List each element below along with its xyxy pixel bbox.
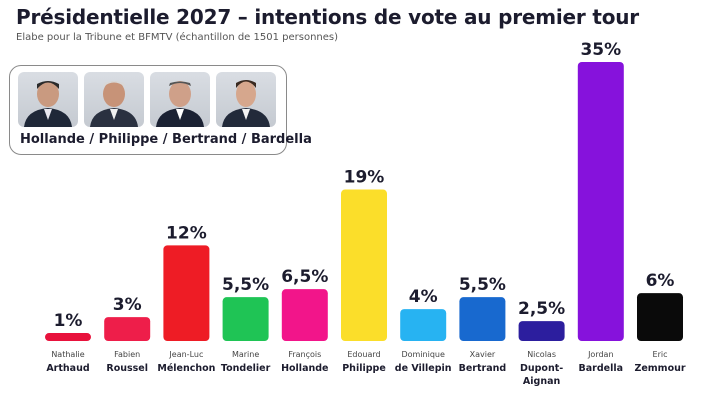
person-icon [222,80,270,127]
lastname-label-roussel: Roussel [106,363,148,374]
page-title: Présidentielle 2027 – intentions de vote… [16,5,639,29]
firstname-label-mlenchon: Jean-Luc [168,350,203,359]
candidate-photos [18,72,276,127]
photo-philippe [84,72,144,127]
value-label-devillepin: 4% [409,287,438,307]
candidates-label: Hollande / Philippe / Bertrand / Bardell… [20,132,312,147]
firstname-label-roussel: Fabien [114,350,140,359]
firstname-label-tondelier: Marine [232,350,259,359]
lastname-label-philippe: Philippe [342,363,386,374]
lastname-label-tondelier: Tondelier [221,363,271,374]
value-label-bardella: 35% [580,40,621,60]
value-label-philippe: 19% [344,168,385,188]
lastname-label-devillepin: de Villepin [395,363,452,374]
lastname-label-mlenchon: Mélenchon [157,363,215,374]
lastname-label-arthaud: Arthaud [46,363,89,374]
firstname-label-hollande: François [288,350,321,359]
firstname-label-bardella: Jordan [587,350,613,359]
firstname-label-arthaud: Nathalie [51,350,84,359]
bar-bardella [577,62,624,341]
poll-source: Elabe pour la Tribune et BFMTV (échantil… [16,32,339,43]
value-label-hollande: 6,5% [281,267,328,287]
bar-bertrand [459,297,506,341]
firstname-label-dupontaignan: Nicolas [527,350,556,359]
bar-philippe [341,189,387,341]
bar-mlenchon [163,245,210,341]
person-icon [90,81,138,127]
value-label-arthaud: 1% [54,311,83,331]
lastname-label-dupontaignan: Aignan [523,376,561,387]
firstname-label-bertrand: Xavier [470,350,496,359]
lastname-label-bertrand: Bertrand [459,363,507,374]
value-label-tondelier: 5,5% [222,275,269,295]
person-icon [24,81,72,127]
firstname-label-zemmour: Eric [653,350,668,359]
lastname-label-hollande: Hollande [281,363,328,374]
value-label-mlenchon: 12% [166,223,207,243]
value-label-bertrand: 5,5% [459,275,506,295]
lastname-label-bardella: Bardella [579,363,624,374]
photo-bardella [216,72,276,127]
photo-bertrand [150,72,210,127]
lastname-label-dupontaignan: Dupont- [520,363,563,374]
bar-roussel [104,317,151,341]
bar-dupontaignan [518,321,565,341]
firstname-label-devillepin: Dominique [401,350,445,359]
lastname-label-zemmour: Zemmour [634,363,685,374]
bar-zemmour [637,293,683,341]
person-icon [156,81,204,127]
bar-hollande [281,289,328,341]
photo-hollande [18,72,78,127]
value-label-dupontaignan: 2,5% [518,299,565,319]
candidates-box: Hollande / Philippe / Bertrand / Bardell… [9,65,312,155]
bar-tondelier [222,297,269,341]
value-label-roussel: 3% [113,295,142,315]
bar-devillepin [400,309,447,341]
firstname-label-philippe: Edouard [347,350,380,359]
value-label-zemmour: 6% [646,271,675,291]
bar-arthaud [45,333,91,341]
